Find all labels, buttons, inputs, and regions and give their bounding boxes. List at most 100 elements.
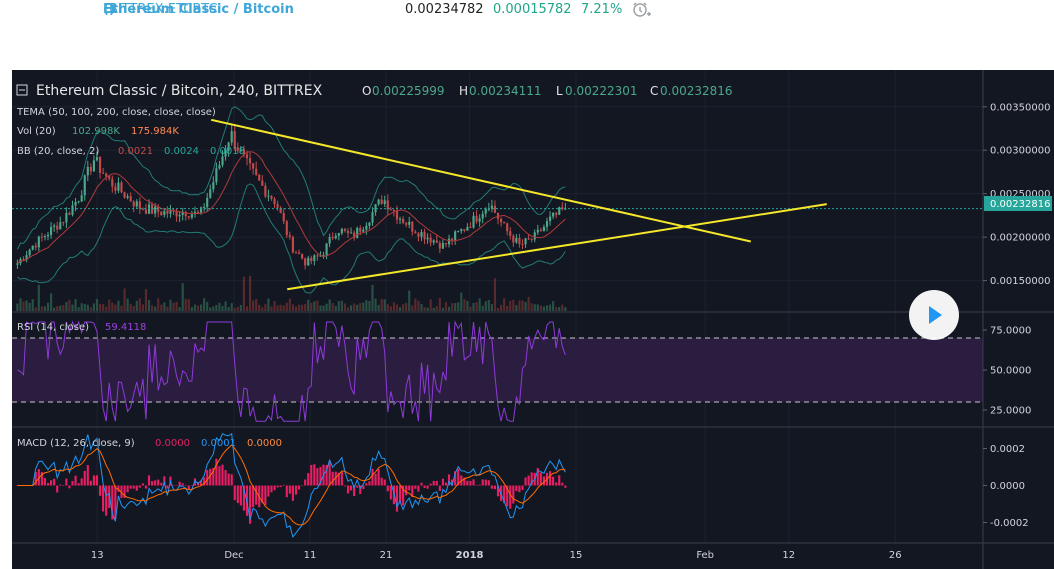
- macd-histogram-bar: [408, 485, 411, 491]
- volume-bar: [166, 306, 169, 311]
- rsi-legend[interactable]: RSI (14, close): [17, 322, 89, 333]
- symbol-title[interactable]: Ethereum Classic / Bitcoin (BITTREX:ETCB…: [103, 0, 294, 20]
- volume-bar: [414, 298, 417, 311]
- candle-body: [383, 200, 386, 204]
- volume-bar: [500, 304, 503, 311]
- macd-histogram-bar: [319, 466, 322, 486]
- macd-histogram-bar: [71, 481, 74, 486]
- volume-bar: [398, 307, 402, 311]
- volume-bar: [545, 305, 549, 311]
- macd-histogram-bar: [46, 483, 50, 486]
- price-axis[interactable]: 0.00350000 0.00300000 0.00250000 0.00200000…: [983, 102, 1050, 529]
- bollinger-bands: [16, 106, 566, 294]
- symbol-header: Ethereum Classic / Bitcoin (BITTREX:ETCB…: [0, 0, 1054, 24]
- macd-pane: [16, 432, 567, 538]
- volume-bar: [285, 302, 288, 311]
- candle-body: [353, 232, 356, 238]
- candle-body: [285, 221, 288, 236]
- rsi-axis-label: 25.0000: [990, 406, 1031, 417]
- time-axis-label: 12: [782, 550, 795, 561]
- candle-body: [196, 211, 200, 214]
- candle-body: [325, 243, 328, 256]
- volume-bar: [512, 299, 515, 311]
- bb-legend[interactable]: BB (20, close, 2): [17, 146, 99, 157]
- macd-histogram-bar: [484, 479, 487, 486]
- candle-body: [512, 235, 515, 243]
- candle-body: [108, 176, 111, 179]
- candle-body: [242, 149, 246, 155]
- candle-body: [141, 208, 144, 210]
- volume-bar: [417, 300, 420, 311]
- macd-histogram-bar: [457, 468, 460, 486]
- macd-histogram-bar: [181, 483, 184, 486]
- candle-body: [270, 195, 273, 199]
- volume-bar: [288, 298, 291, 311]
- candle-body: [169, 209, 172, 214]
- macd-histogram-bar: [395, 485, 399, 512]
- time-axis[interactable]: 13 Dec 11 21 2018 15 Feb 12 26: [91, 550, 902, 561]
- volume-bar: [389, 306, 392, 311]
- candle-body: [221, 156, 224, 166]
- candle-body: [206, 197, 209, 208]
- macd-histogram-bar: [200, 480, 203, 486]
- volume-bar: [144, 289, 148, 311]
- candle-body: [304, 258, 307, 266]
- macd-histogram-bar: [111, 485, 114, 520]
- tema-legend[interactable]: TEMA (50, 100, 200, close, close, close): [16, 107, 216, 118]
- candle-body: [313, 255, 316, 261]
- macd-histogram-bar: [515, 485, 518, 492]
- collapse-icon[interactable]: [16, 84, 28, 96]
- trendline-resistance[interactable]: [210, 118, 752, 243]
- macd-histogram-bar: [218, 466, 221, 486]
- volume-bar: [98, 303, 102, 311]
- volume-bar: [40, 306, 43, 311]
- candle-body: [481, 213, 484, 219]
- volume-bar: [206, 301, 209, 311]
- candle-body: [68, 212, 71, 215]
- macd-histogram-bar: [417, 485, 420, 492]
- candle-body: [398, 218, 402, 220]
- volume-bar: [129, 303, 132, 311]
- macd-histogram-bar: [530, 472, 533, 486]
- macd-histogram-bar: [53, 478, 56, 486]
- volume-legend[interactable]: Vol (20): [17, 126, 56, 137]
- volume-bar: [386, 304, 389, 311]
- volume-bar: [435, 306, 438, 311]
- macd-histogram-bar: [558, 475, 561, 486]
- macd-histogram-bar: [135, 485, 138, 491]
- candle-body: [28, 249, 31, 256]
- exchange-ticker[interactable]: BITTREX:ETCBTC: [108, 2, 218, 17]
- volume-bar: [22, 301, 25, 311]
- volume-bar: [291, 304, 294, 311]
- macd-histogram-bar: [542, 476, 546, 486]
- macd-histogram-bar: [157, 479, 160, 486]
- trendline-support[interactable]: [287, 203, 827, 291]
- macd-histogram-bar: [212, 468, 215, 486]
- macd-histogram-bar: [371, 468, 374, 486]
- candle-body: [542, 226, 546, 232]
- alarm-clock-icon[interactable]: [630, 0, 652, 28]
- candle-body: [365, 225, 368, 230]
- ohlc-open: 0.00225999: [372, 84, 445, 98]
- chart-title[interactable]: Ethereum Classic / Bitcoin, 240, BITTREX: [36, 83, 323, 99]
- candle-body: [438, 242, 441, 249]
- candle-body: [248, 158, 252, 164]
- macd-legend[interactable]: MACD (12, 26, close, 9): [17, 438, 135, 449]
- candle-body: [95, 157, 99, 161]
- play-button[interactable]: [909, 290, 959, 340]
- macd-histogram-bar: [56, 485, 59, 493]
- candle-body: [350, 232, 353, 234]
- candle-body: [475, 215, 478, 222]
- ohlc-low: 0.00222301: [565, 84, 638, 98]
- volume-bar: [493, 278, 497, 311]
- volume-bar: [209, 307, 212, 311]
- candle-body: [337, 233, 340, 236]
- volume-bar: [313, 301, 316, 311]
- macd-histogram-bar: [555, 482, 558, 486]
- chart-grid: [12, 70, 983, 543]
- macd-histogram-bar: [386, 485, 389, 492]
- volume-bar: [402, 304, 405, 311]
- volume-bar: [564, 307, 567, 311]
- volume-bar: [365, 300, 368, 311]
